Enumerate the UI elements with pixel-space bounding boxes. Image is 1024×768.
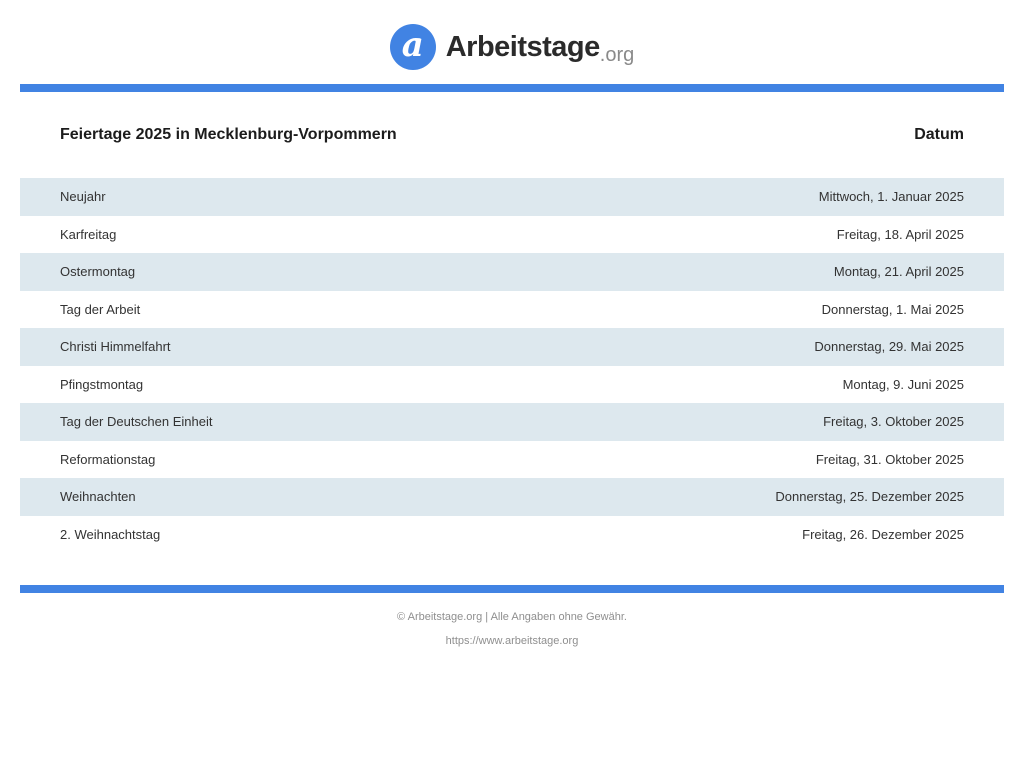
bottom-divider-bar	[20, 585, 1004, 593]
table-row: Christi Himmelfahrt Donnerstag, 29. Mai …	[20, 328, 1004, 366]
holiday-name: Ostermontag	[60, 264, 136, 280]
page-footer: © Arbeitstage.org | Alle Angaben ohne Ge…	[0, 605, 1024, 653]
holiday-name: Pfingstmontag	[60, 376, 144, 392]
table-header-row: Feiertage 2025 in Mecklenburg-Vorpommern…	[20, 92, 1004, 178]
logo-name: Arbeitstage	[445, 30, 601, 63]
holiday-date: Freitag, 18. April 2025	[836, 226, 964, 242]
holiday-name: Christi Himmelfahrt	[60, 339, 171, 355]
holiday-date: Montag, 21. April 2025	[833, 264, 964, 280]
table-row: 2. Weihnachtstag Freitag, 26. Dezember 2…	[20, 515, 1004, 553]
footer-url: https://www.arbeitstage.org	[445, 635, 579, 647]
holiday-name: Karfreitag	[60, 226, 117, 242]
holiday-date: Donnerstag, 1. Mai 2025	[821, 301, 964, 317]
holiday-date: Donnerstag, 25. Dezember 2025	[775, 489, 964, 505]
holiday-name: Reformationstag	[60, 451, 156, 467]
logo-tld: .org	[599, 44, 635, 66]
holiday-date: Freitag, 31. Oktober 2025	[815, 451, 964, 467]
holiday-date: Montag, 9. Juni 2025	[842, 376, 964, 392]
holiday-table: Neujahr Mittwoch, 1. Januar 2025 Karfrei…	[20, 178, 1004, 553]
holiday-name: 2. Weihnachtstag	[60, 526, 161, 542]
table-row: Ostermontag Montag, 21. April 2025	[20, 253, 1004, 291]
holiday-name: Tag der Deutschen Einheit	[60, 414, 213, 430]
arbeitstage-logo: a Arbeitstage .org	[389, 24, 635, 70]
holiday-date: Donnerstag, 29. Mai 2025	[814, 339, 964, 355]
holiday-date: Freitag, 26. Dezember 2025	[802, 526, 964, 542]
site-header: a Arbeitstage .org	[0, 0, 1024, 70]
holiday-name: Neujahr	[60, 189, 106, 205]
holiday-name: Tag der Arbeit	[60, 301, 141, 317]
top-divider-bar	[20, 84, 1004, 92]
table-row: Pfingstmontag Montag, 9. Juni 2025	[20, 365, 1004, 403]
date-column-header: Datum	[914, 126, 964, 143]
table-row: Karfreitag Freitag, 18. April 2025	[20, 215, 1004, 253]
table-row: Weihnachten Donnerstag, 25. Dezember 202…	[20, 478, 1004, 516]
holiday-date: Mittwoch, 1. Januar 2025	[818, 189, 964, 205]
footer-copyright: © Arbeitstage.org | Alle Angaben ohne Ge…	[397, 611, 627, 623]
table-row: Reformationstag Freitag, 31. Oktober 202…	[20, 440, 1004, 478]
page-title: Feiertage 2025 in Mecklenburg-Vorpommern	[60, 126, 397, 143]
table-row: Neujahr Mittwoch, 1. Januar 2025	[20, 178, 1004, 216]
table-row: Tag der Arbeit Donnerstag, 1. Mai 2025	[20, 290, 1004, 328]
logo-a-icon: a	[389, 24, 436, 70]
holiday-name: Weihnachten	[60, 489, 136, 505]
holiday-date: Freitag, 3. Oktober 2025	[823, 414, 964, 430]
table-row: Tag der Deutschen Einheit Freitag, 3. Ok…	[20, 403, 1004, 441]
